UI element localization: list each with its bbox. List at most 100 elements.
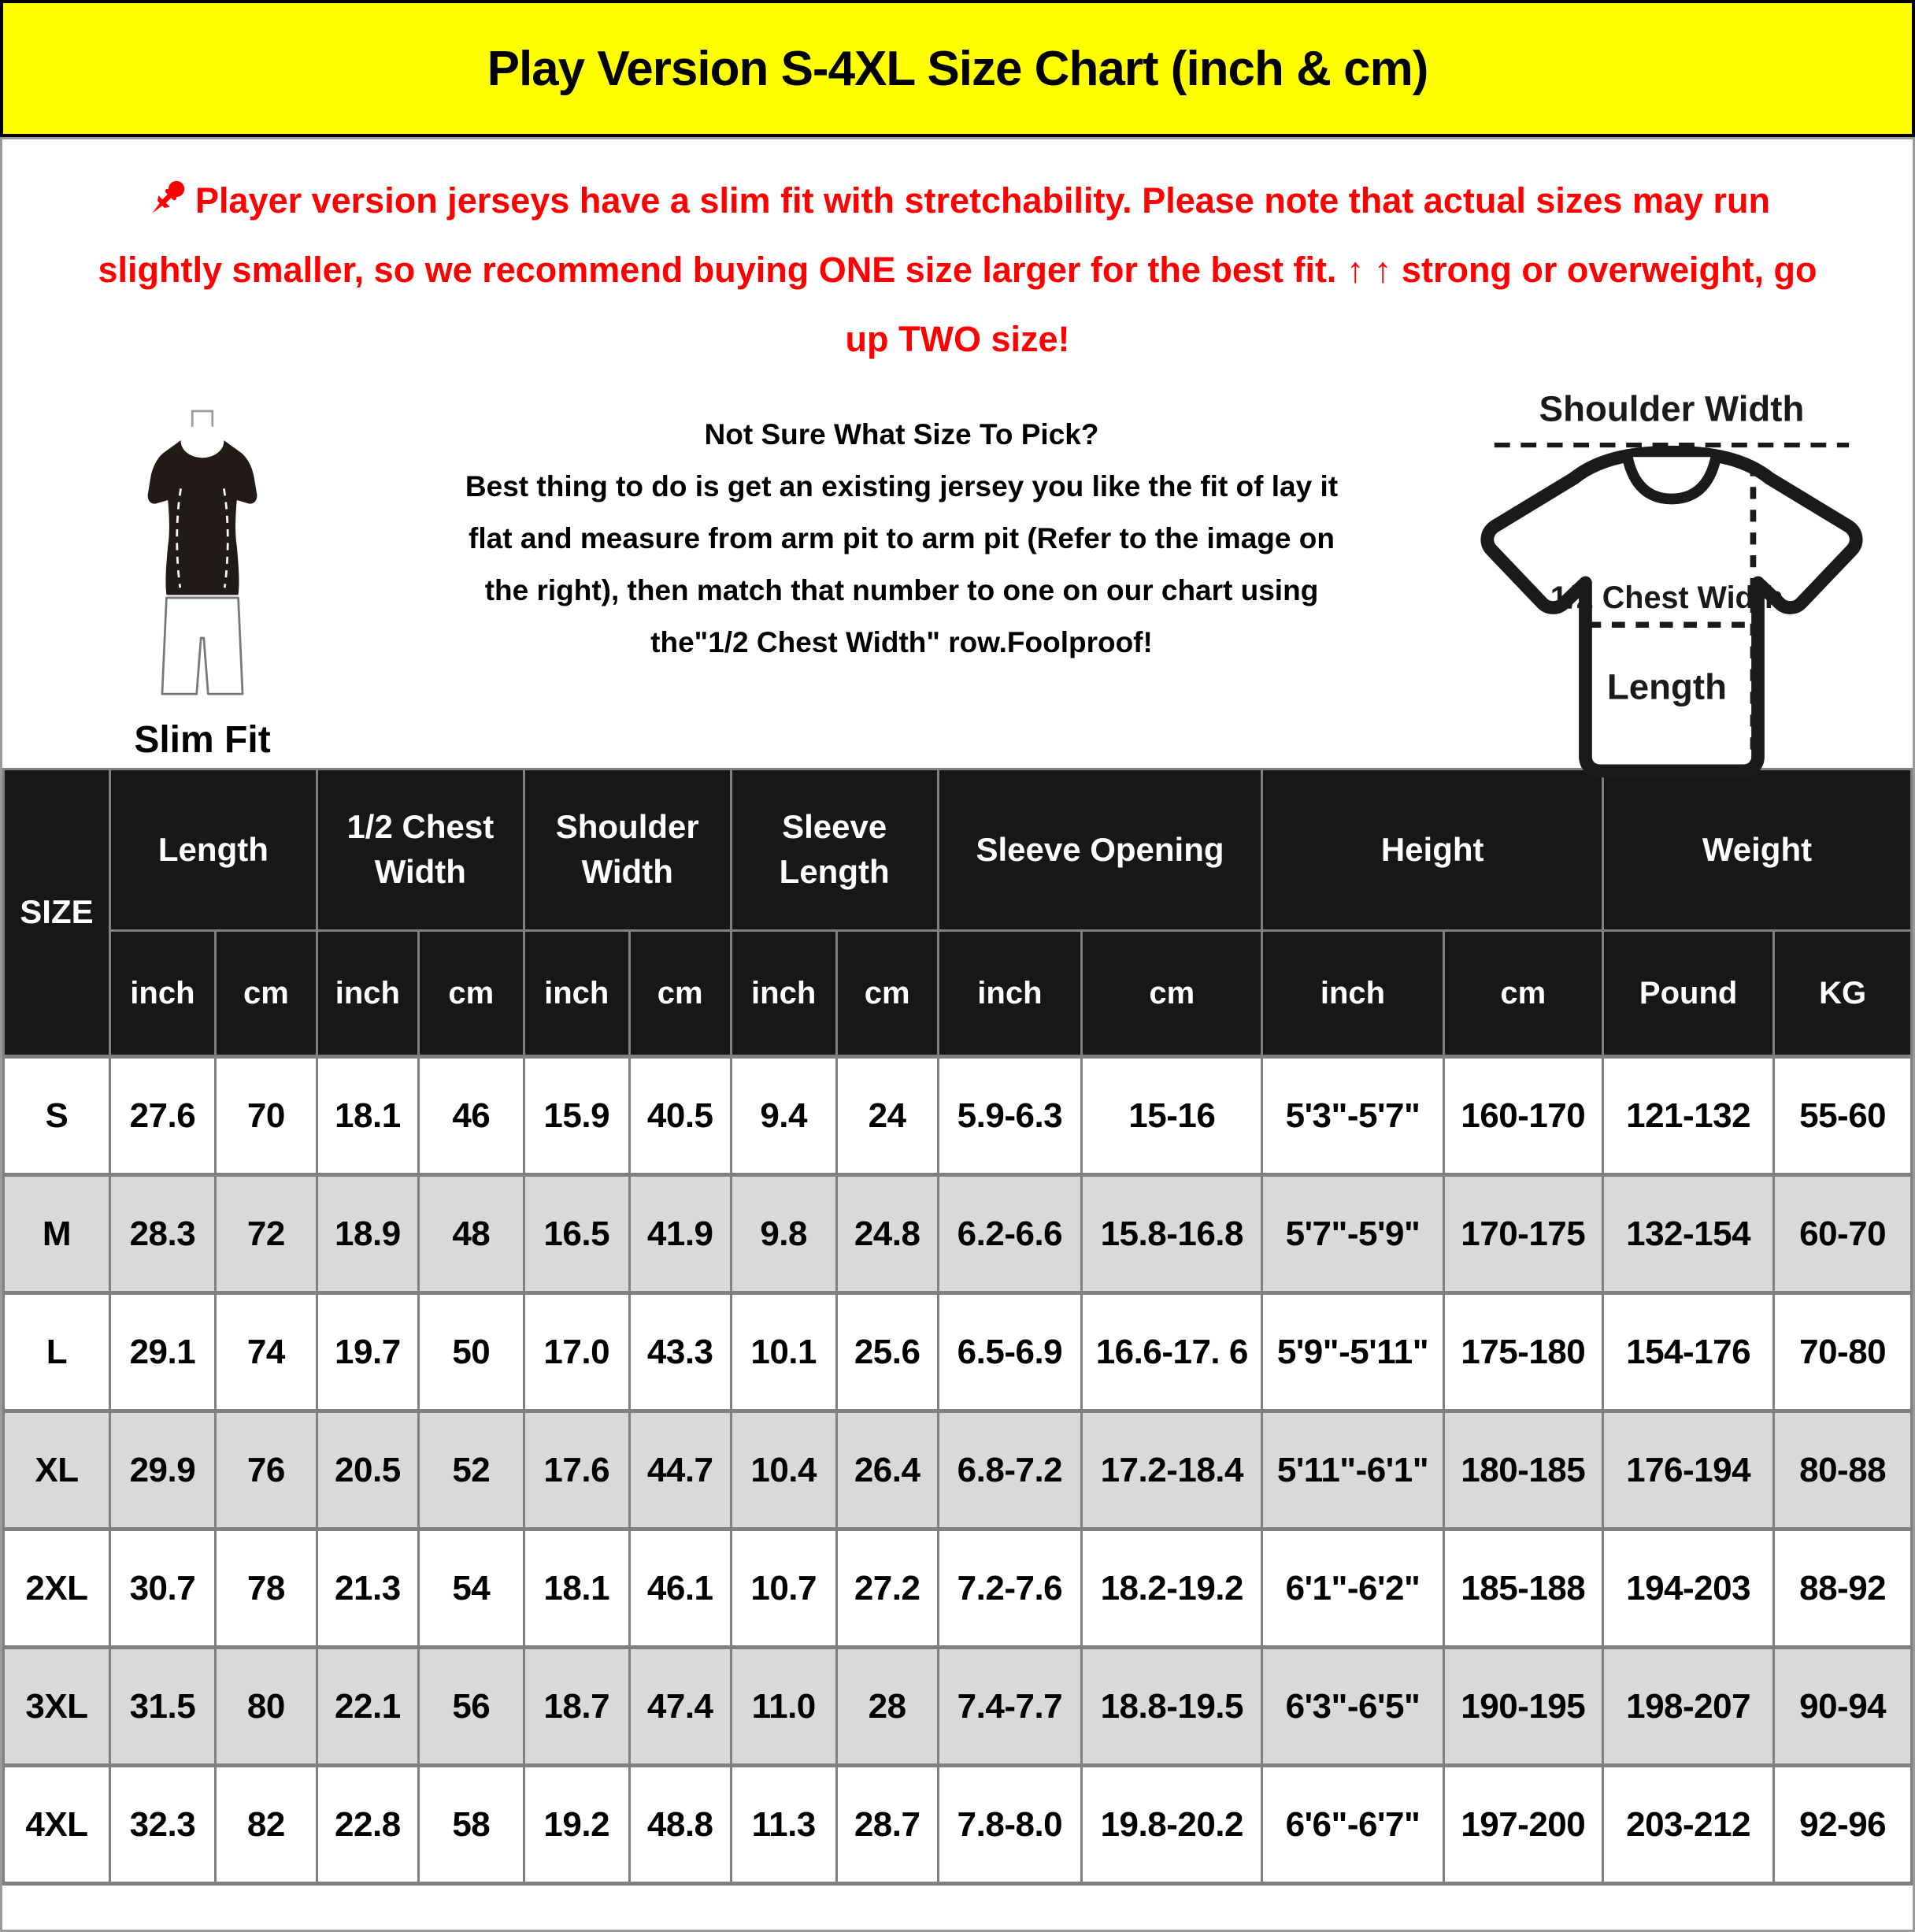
- fit-notice: Player version jerseys have a slim fit w…: [2, 139, 1913, 374]
- unit-header-cell: cm: [628, 929, 732, 1058]
- table-cell: 10.7: [729, 1527, 838, 1649]
- table-cell: 32.3: [108, 1763, 217, 1886]
- table-cell: 22.1: [315, 1645, 420, 1767]
- table-cell: 16.6-17. 6: [1080, 1291, 1264, 1413]
- table-cell: 27.2: [835, 1527, 939, 1649]
- unit-header-cell: KG: [1772, 929, 1913, 1058]
- table-cell: 70: [213, 1055, 318, 1177]
- table-cell: 82: [213, 1763, 318, 1886]
- size-cell: 2XL: [2, 1527, 111, 1649]
- table-cell: 27.6: [108, 1055, 217, 1177]
- content-area: Player version jerseys have a slim fit w…: [0, 137, 1915, 1932]
- table-cell: 48: [417, 1173, 525, 1295]
- measure-diagram: Shoulder Width 1/2 Chest Width Length: [1435, 382, 1908, 784]
- table-cell: 48.8: [628, 1763, 732, 1886]
- group-header-cell: Sleeve Opening: [936, 768, 1264, 932]
- size-table: SIZE Length 1/2 Chest Width Shoulder Width S…: [2, 768, 1913, 1886]
- table-cell: 6'6"-6'7": [1261, 1763, 1445, 1886]
- table-cell: 15.8-16.8: [1080, 1173, 1264, 1295]
- table-cell: 198-207: [1601, 1645, 1776, 1767]
- table-cell: 7.2-7.6: [936, 1527, 1083, 1649]
- table-cell: 19.2: [522, 1763, 631, 1886]
- table-cell: 6'1"-6'2": [1261, 1527, 1445, 1649]
- table-cell: 21.3: [315, 1527, 420, 1649]
- table-cell: 72: [213, 1173, 318, 1295]
- table-cell: 74: [213, 1291, 318, 1413]
- table-cell: 56: [417, 1645, 525, 1767]
- slim-fit-label: Slim Fit: [134, 719, 271, 761]
- table-cell: 11.3: [729, 1763, 838, 1886]
- table-cell: 190-195: [1442, 1645, 1604, 1767]
- table-cell: 5'3"-5'7": [1261, 1055, 1445, 1177]
- table-cell: 90-94: [1772, 1645, 1913, 1767]
- table-cell: 10.4: [729, 1409, 838, 1531]
- group-header-cell: 1/2 Chest Width: [315, 768, 525, 932]
- unit-header-cell: inch: [108, 929, 217, 1058]
- unit-header-cell: cm: [1442, 929, 1604, 1058]
- table-cell: 18.7: [522, 1645, 631, 1767]
- size-column-header: SIZE: [2, 768, 111, 1058]
- size-cell: S: [2, 1055, 111, 1177]
- unit-header-cell: inch: [1261, 929, 1445, 1058]
- table-cell: 5'9"-5'11": [1261, 1291, 1445, 1413]
- size-help-text: Not Sure What Size To Pick? Best thing t…: [368, 382, 1435, 669]
- table-cell: 9.8: [729, 1173, 838, 1295]
- table-row: S 27.6 70 18.1 46 15.9 40.5 9.4 24 5.9-6.3 15-16 5'…: [2, 1055, 1913, 1177]
- table-cell: 121-132: [1601, 1055, 1776, 1177]
- unit-header-cell: cm: [835, 929, 939, 1058]
- table-row: XL 29.9 76 20.5 52 17.6 44.7 10.4 26.4 6.8-7.2 17.…: [2, 1409, 1913, 1531]
- table-cell: 18.2-19.2: [1080, 1527, 1264, 1649]
- table-cell: 52: [417, 1409, 525, 1531]
- group-header-cell: Length: [108, 768, 318, 932]
- table-cell: 40.5: [628, 1055, 732, 1177]
- table-cell: 78: [213, 1527, 318, 1649]
- table-cell: 29.9: [108, 1409, 217, 1531]
- table-cell: 19.7: [315, 1291, 420, 1413]
- table-cell: 20.5: [315, 1409, 420, 1531]
- table-cell: 24: [835, 1055, 939, 1177]
- size-help-line: the right), then match that number to on…: [484, 574, 1319, 606]
- unit-header-cell: inch: [522, 929, 631, 1058]
- table-cell: 10.1: [729, 1291, 838, 1413]
- table-cell: 19.8-20.2: [1080, 1763, 1264, 1886]
- table-cell: 16.5: [522, 1173, 631, 1295]
- table-cell: 60-70: [1772, 1173, 1913, 1295]
- size-cell: 4XL: [2, 1763, 111, 1886]
- size-help-line: Best thing to do is get an existing jers…: [465, 470, 1339, 502]
- unit-header-cell: Pound: [1601, 929, 1776, 1058]
- table-cell: 46: [417, 1055, 525, 1177]
- size-cell: XL: [2, 1409, 111, 1531]
- notice-text-1: Player version jerseys have a slim fit w…: [195, 180, 1770, 221]
- table-cell: 194-203: [1601, 1527, 1776, 1649]
- table-cell: 17.6: [522, 1409, 631, 1531]
- table-cell: 6.8-7.2: [936, 1409, 1083, 1531]
- table-cell: 30.7: [108, 1527, 217, 1649]
- unit-header-cell: cm: [213, 929, 318, 1058]
- size-help-line: the"1/2 Chest Width" row.Foolproof!: [650, 626, 1153, 658]
- table-cell: 44.7: [628, 1409, 732, 1531]
- table-cell: 80: [213, 1645, 318, 1767]
- unit-header-cell: inch: [936, 929, 1083, 1058]
- table-cell: 28: [835, 1645, 939, 1767]
- table-cell: 5'11"-6'1": [1261, 1409, 1445, 1531]
- table-cell: 7.4-7.7: [936, 1645, 1083, 1767]
- size-help-heading: Not Sure What Size To Pick?: [704, 418, 1099, 451]
- size-cell: M: [2, 1173, 111, 1295]
- table-cell: 170-175: [1442, 1173, 1604, 1295]
- unit-header-cell: inch: [729, 929, 838, 1058]
- table-row: 3XL 31.5 80 22.1 56 18.7 47.4 11.0 28 7.4-7.7 18.8…: [2, 1645, 1913, 1767]
- table-cell: 29.1: [108, 1291, 217, 1413]
- size-cell: L: [2, 1291, 111, 1413]
- group-header-cell: Weight: [1601, 768, 1913, 932]
- table-cell: 6.5-6.9: [936, 1291, 1083, 1413]
- table-row: L 29.1 74 19.7 50 17.0 43.3 10.1 25.6 6.5-6.9 16.6…: [2, 1291, 1913, 1413]
- table-cell: 18.8-19.5: [1080, 1645, 1264, 1767]
- table-cell: 18.1: [522, 1527, 631, 1649]
- table-cell: 41.9: [628, 1173, 732, 1295]
- table-cell: 50: [417, 1291, 525, 1413]
- table-cell: 5.9-6.3: [936, 1055, 1083, 1177]
- table-cell: 185-188: [1442, 1527, 1604, 1649]
- table-cell: 17.2-18.4: [1080, 1409, 1264, 1531]
- notice-line: up TWO size!: [845, 319, 1070, 359]
- table-cell: 203-212: [1601, 1763, 1776, 1886]
